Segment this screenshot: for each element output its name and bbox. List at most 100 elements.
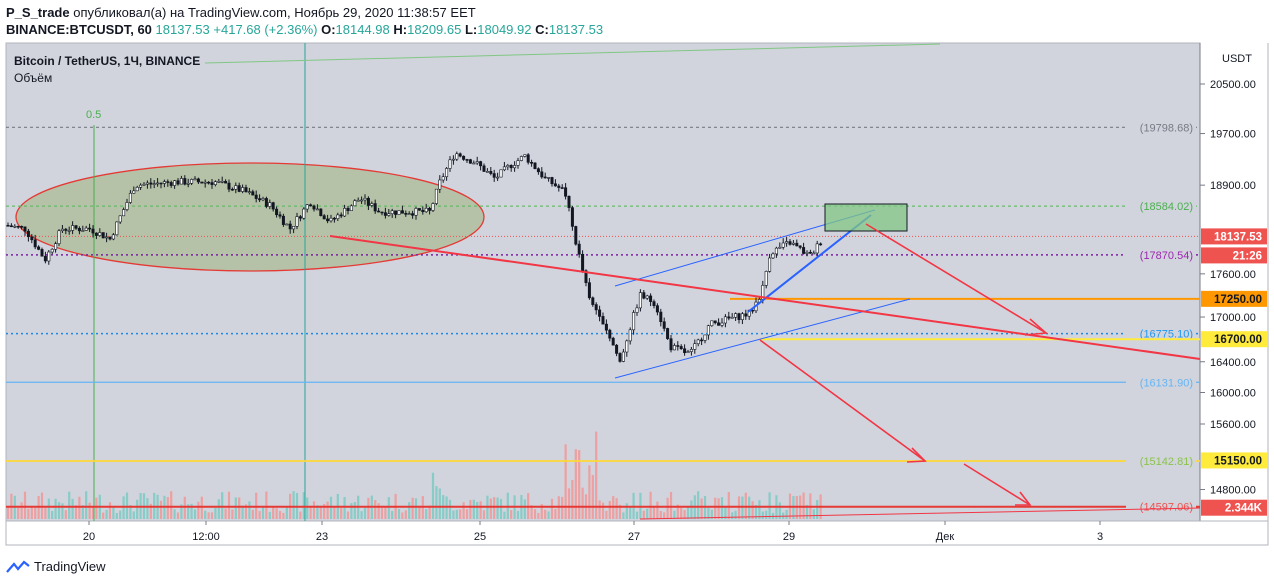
volume-bar bbox=[578, 450, 581, 519]
volume-bar bbox=[319, 505, 322, 519]
volume-bar bbox=[234, 497, 237, 519]
price-badge-label: 15150.00 bbox=[1214, 455, 1262, 467]
volume-bar bbox=[248, 501, 251, 519]
candle-body bbox=[156, 182, 160, 185]
candle-body bbox=[179, 178, 183, 185]
candle-body bbox=[676, 345, 680, 347]
level-label: (18584.02) bbox=[1140, 201, 1193, 213]
candle-body bbox=[468, 159, 472, 164]
volume-trend[interactable] bbox=[639, 507, 1201, 520]
red-arrow-1[interactable] bbox=[865, 223, 1048, 336]
level-label: (16131.90) bbox=[1140, 377, 1193, 389]
volume-bar bbox=[561, 496, 564, 519]
volume-bar bbox=[533, 509, 537, 519]
candle-body bbox=[781, 242, 785, 248]
price-badge bbox=[1201, 452, 1267, 469]
volume-bar bbox=[343, 496, 346, 519]
volume-bar bbox=[425, 509, 428, 519]
price-tick-label: 14800.00 bbox=[1210, 485, 1256, 497]
candle-body bbox=[105, 236, 109, 239]
low-value: 18049.92 bbox=[477, 22, 532, 37]
volume-bar bbox=[659, 511, 662, 519]
volume-bar bbox=[710, 509, 713, 519]
price-badge bbox=[1201, 247, 1267, 264]
candle-body bbox=[88, 227, 92, 230]
volume-bar bbox=[27, 508, 30, 519]
volume-bar bbox=[292, 491, 295, 519]
candle-body bbox=[506, 165, 510, 168]
volume-bar bbox=[391, 510, 394, 519]
channel-bottom[interactable] bbox=[614, 298, 911, 379]
time-axis-area[interactable] bbox=[5, 520, 1269, 546]
time-axis: 20 12:00 23 25 27 29 Дек 3 bbox=[83, 521, 1103, 543]
volume-bar bbox=[768, 492, 771, 519]
candle-body bbox=[343, 208, 347, 217]
volume-bar bbox=[193, 509, 197, 519]
candle-body bbox=[683, 348, 687, 354]
chart-drawings[interactable] bbox=[15, 43, 941, 521]
candle-body bbox=[536, 168, 540, 173]
horizontal-levels[interactable]: (19798.68) (18584.02) (17870.54) (16775.10)… bbox=[6, 120, 1200, 514]
price-chart[interactable]: (19798.68) (18584.02) (17870.54) (16775.10)… bbox=[0, 0, 1274, 556]
volume-bar bbox=[238, 497, 241, 519]
candle-body bbox=[295, 216, 299, 227]
level-label-bg bbox=[1126, 326, 1196, 341]
trend-line-green[interactable] bbox=[204, 43, 941, 64]
volume-bar bbox=[731, 512, 734, 519]
volume-label: Объём bbox=[14, 71, 52, 85]
candle-body bbox=[254, 194, 258, 199]
candle-body bbox=[111, 234, 115, 240]
volume-bar bbox=[312, 501, 316, 519]
price-badge bbox=[1201, 290, 1267, 307]
candle-body bbox=[778, 246, 782, 249]
price-axis-area[interactable] bbox=[1200, 43, 1268, 521]
volume-bar bbox=[353, 502, 356, 519]
red-arrow-2[interactable] bbox=[759, 339, 927, 463]
consolidation-ellipse[interactable] bbox=[15, 162, 485, 272]
volume-bar bbox=[102, 512, 105, 519]
candle-body bbox=[251, 191, 255, 196]
tradingview-logo[interactable]: TradingView bbox=[6, 559, 106, 574]
candle-body bbox=[312, 205, 316, 210]
price-badge-label: 17250.00 bbox=[1214, 294, 1262, 306]
candle-body bbox=[122, 209, 126, 217]
volume-bar bbox=[622, 512, 625, 519]
candle-body bbox=[145, 182, 149, 185]
candle-body bbox=[390, 210, 394, 215]
candle-body bbox=[6, 225, 10, 227]
candle-body bbox=[159, 182, 163, 185]
candle-body bbox=[530, 162, 534, 164]
time-tick-label: 25 bbox=[474, 531, 486, 543]
candle-body bbox=[322, 215, 326, 220]
volume-bar bbox=[445, 496, 448, 519]
candle-body bbox=[411, 213, 415, 216]
candle-body bbox=[302, 208, 306, 219]
volume-bar bbox=[503, 511, 506, 519]
plot-area[interactable] bbox=[5, 42, 1201, 522]
candle-body bbox=[125, 202, 129, 210]
volume-bar bbox=[387, 497, 390, 519]
volume-bar bbox=[530, 505, 533, 519]
candle-body bbox=[407, 213, 411, 215]
candle-body bbox=[94, 232, 98, 236]
candle-body bbox=[533, 162, 537, 170]
chart-drawings-top[interactable] bbox=[329, 203, 1201, 520]
volume-bar bbox=[601, 502, 605, 519]
candle-body bbox=[805, 251, 809, 254]
volume-bar bbox=[34, 507, 37, 519]
volume-bar bbox=[455, 509, 458, 519]
red-arrow-3[interactable] bbox=[963, 463, 1032, 506]
volume-bar bbox=[435, 486, 438, 519]
red-trendline[interactable] bbox=[329, 235, 1201, 360]
volume-bar bbox=[724, 507, 727, 519]
target-box[interactable] bbox=[824, 203, 908, 232]
volume-bar bbox=[431, 472, 435, 519]
author-name[interactable]: P_S_trade bbox=[6, 5, 70, 20]
candle-body bbox=[482, 165, 486, 172]
candle-body bbox=[513, 165, 517, 169]
candle-body bbox=[383, 212, 387, 216]
volume-bar bbox=[615, 498, 618, 519]
volume-bar bbox=[598, 500, 601, 519]
volume-bar bbox=[652, 507, 656, 519]
volume-bar bbox=[734, 510, 737, 519]
